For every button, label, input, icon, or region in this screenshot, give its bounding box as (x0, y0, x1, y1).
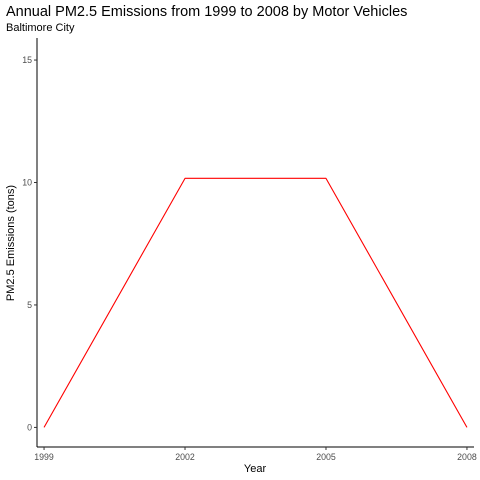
y-tick-label: 10 (22, 177, 32, 187)
x-tick-label: 1999 (34, 452, 54, 462)
series-line (43, 177, 468, 428)
x-tick-label: 2002 (175, 452, 195, 462)
chart-subtitle: Baltimore City (6, 22, 75, 34)
x-tick-label: 2005 (316, 452, 336, 462)
plot-area: 0 5 10 15 1999 2002 2005 2008 (22, 38, 477, 462)
y-axis-title: PM2.5 Emissions (tons) (5, 185, 17, 301)
y-tick-label: 5 (27, 300, 32, 310)
x-tick-label: 2008 (457, 452, 477, 462)
x-axis-title: Year (244, 463, 267, 475)
chart-title: Annual PM2.5 Emissions from 1999 to 2008… (6, 4, 407, 20)
y-tick-label: 15 (22, 55, 32, 65)
y-tick-label: 0 (27, 422, 32, 432)
